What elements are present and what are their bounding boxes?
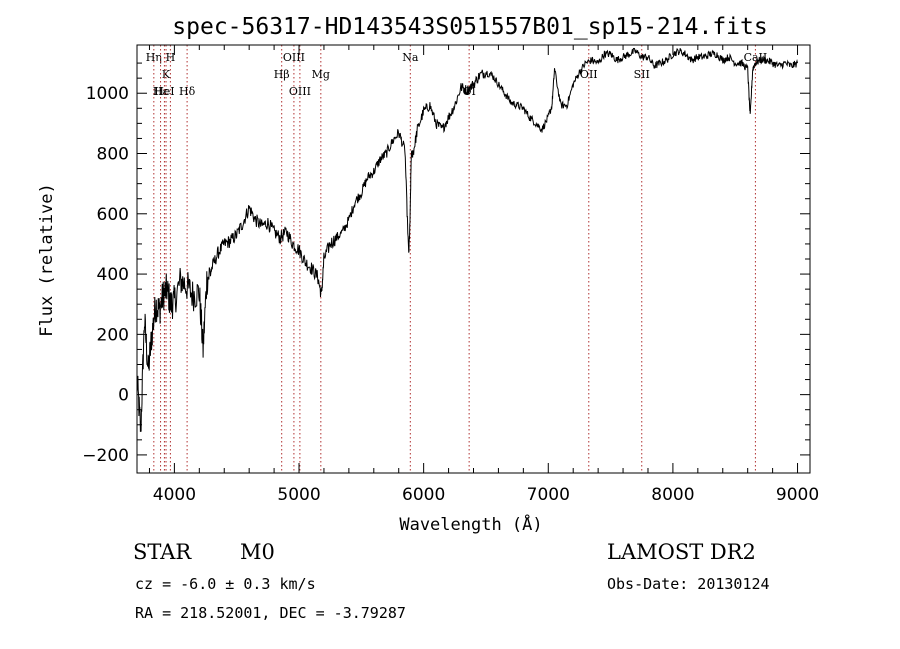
line-label-5: Hδ: [179, 85, 196, 98]
x-tick-label-1: 5000: [277, 485, 320, 505]
flux-series: [136, 47, 798, 432]
line-label-9: OIII: [289, 85, 311, 98]
x-tick-label-0: 4000: [153, 485, 196, 505]
y-tick-label-4: 600: [97, 205, 129, 225]
y-tick-label-6: 1000: [86, 84, 129, 104]
x-axis-label: Wavelength (Å): [399, 513, 542, 535]
y-tick-label-5: 800: [97, 145, 129, 165]
y-tick-label-3: 400: [97, 265, 129, 285]
line-label-6: OIII: [283, 51, 305, 64]
y-tick-label-0: −200: [82, 446, 129, 466]
x-tick-label-2: 6000: [402, 485, 445, 505]
line-label-2: K: [162, 68, 171, 81]
flux-line: [136, 47, 798, 432]
line-label-8: Mg: [312, 68, 330, 81]
axis-ticks: 4000 5000 6000 7000 8000 9000 −200 0 200 400 600 80…: [82, 45, 819, 505]
line-label-0: Hη: [146, 51, 162, 64]
redshift-text: cz = -6.0 ± 0.3 km/s: [135, 575, 316, 593]
line-label-13: SII: [634, 68, 650, 81]
line-label-12: OII: [580, 68, 598, 81]
y-tick-label-1: 0: [118, 386, 129, 406]
chart-title: spec-56317-HD143543S051557B01_sp15-214.f…: [172, 14, 767, 40]
y-tick-label-2: 200: [97, 325, 129, 345]
line-label-7: Hβ: [274, 68, 290, 81]
survey-name: LAMOST DR2: [607, 540, 756, 564]
line-label-4: HeI: [154, 85, 174, 98]
x-tick-label-5: 9000: [776, 485, 819, 505]
line-label-10: Na: [402, 51, 419, 64]
x-tick-label-3: 7000: [527, 485, 570, 505]
object-subclass: M0: [240, 540, 275, 564]
obs-date-text: Obs-Date: 20130124: [607, 575, 770, 593]
x-tick-label-4: 8000: [651, 485, 694, 505]
object-class: STAR: [133, 540, 192, 564]
line-label-3: Hε: [153, 85, 169, 98]
plot-frame: [136, 44, 811, 474]
radec-text: RA = 218.52001, DEC = -3.79287: [135, 604, 406, 622]
y-axis-label: Flux (relative): [37, 183, 57, 337]
line-label-1: H: [166, 51, 176, 64]
